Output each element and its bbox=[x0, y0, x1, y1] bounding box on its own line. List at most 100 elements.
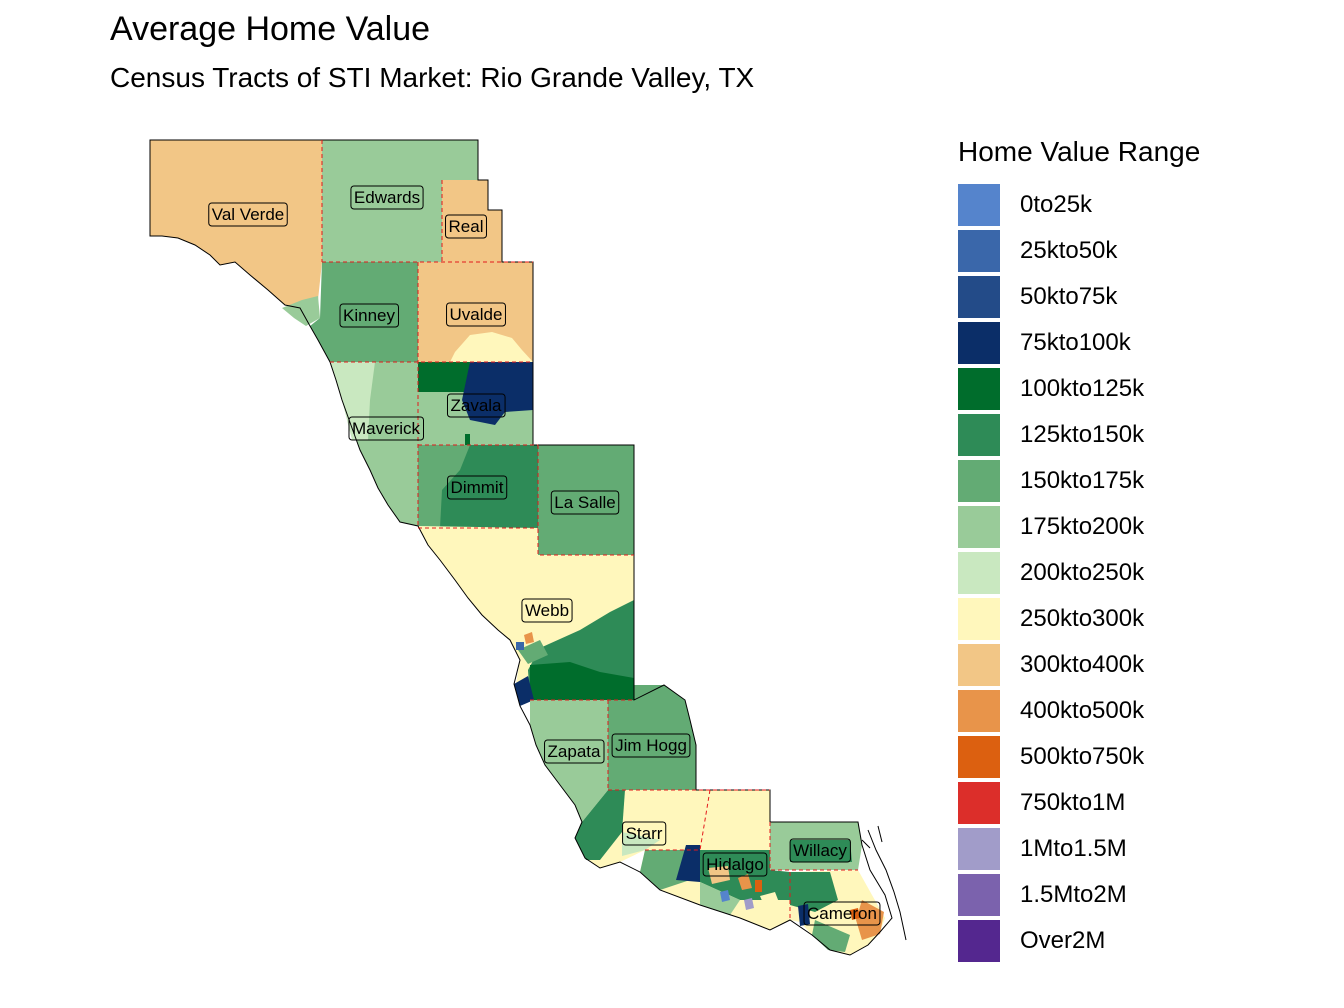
legend-item: 250kto300k bbox=[958, 596, 1200, 642]
legend-swatch bbox=[958, 552, 1000, 594]
county-label-text: Kinney bbox=[343, 306, 395, 325]
tract bbox=[282, 296, 320, 326]
tract bbox=[514, 676, 534, 706]
legend-swatch bbox=[958, 736, 1000, 778]
county-label-text: Willacy bbox=[793, 841, 847, 860]
tract bbox=[518, 640, 548, 664]
county-label-box bbox=[446, 393, 506, 418]
legend-item: 750kto1M bbox=[958, 780, 1200, 826]
county-label-text: Hidalgo bbox=[706, 855, 764, 874]
county-val-verde bbox=[150, 140, 322, 308]
legend-label: 750kto1M bbox=[1020, 789, 1126, 816]
legend-swatch bbox=[958, 690, 1000, 732]
county-label-zapata: Zapata bbox=[544, 739, 605, 764]
county-label-hidalgo: Hidalgo bbox=[702, 852, 768, 877]
legend-swatch bbox=[958, 276, 1000, 318]
county-label-text: Jim Hogg bbox=[615, 736, 687, 755]
legend-label: 150kto175k bbox=[1020, 467, 1145, 494]
county-label-webb: Webb bbox=[521, 598, 573, 623]
legend-label: 300kto400k bbox=[1020, 651, 1145, 678]
county-zapata bbox=[530, 700, 608, 822]
legend-label: 0to25k bbox=[1020, 191, 1093, 218]
legend-swatch bbox=[958, 322, 1000, 364]
legend-label: 75kto100k bbox=[1020, 329, 1131, 356]
legend-item: 50kto75k bbox=[958, 274, 1200, 320]
county-label-maverick: Maverick bbox=[348, 416, 425, 441]
legend-item: 200kto250k bbox=[958, 550, 1200, 596]
county-label-box bbox=[447, 475, 508, 500]
legend-label: 250kto300k bbox=[1020, 605, 1145, 632]
tract bbox=[330, 362, 375, 440]
county-label-text: Uvalde bbox=[450, 305, 503, 324]
county-label-edwards: Edwards bbox=[350, 185, 424, 210]
county-label-box bbox=[550, 490, 620, 515]
county-label-text: Zavala bbox=[450, 396, 502, 415]
county-edwards bbox=[322, 140, 478, 262]
tract bbox=[760, 892, 780, 910]
county-label-box bbox=[445, 214, 487, 239]
county-label-box bbox=[789, 838, 851, 863]
legend-label: 100kto125k bbox=[1020, 375, 1145, 402]
county-label-text: Maverick bbox=[352, 419, 421, 438]
county-la-salle bbox=[538, 445, 634, 555]
legend-item: 1.5Mto2M bbox=[958, 872, 1200, 918]
county-kinney bbox=[310, 262, 418, 362]
county-jim-hogg bbox=[608, 685, 696, 790]
legend: Home Value Range 0to25k 25kto50k 50kto75k 7… bbox=[958, 136, 1200, 964]
tract bbox=[738, 874, 752, 890]
tract bbox=[744, 898, 754, 910]
legend-swatch bbox=[958, 184, 1000, 226]
legend-item: 150kto175k bbox=[958, 458, 1200, 504]
county-label-kinney: Kinney bbox=[339, 303, 399, 328]
legend-item: 400kto500k bbox=[958, 688, 1200, 734]
county-label-starr: Starr bbox=[622, 821, 667, 846]
county-label-box bbox=[521, 598, 573, 623]
tract bbox=[622, 832, 660, 856]
county-label-text: Webb bbox=[525, 601, 569, 620]
tract bbox=[856, 900, 884, 940]
legend-label: 400kto500k bbox=[1020, 697, 1145, 724]
legend-label: 1.5Mto2M bbox=[1020, 881, 1127, 908]
legend-item: 1Mto1.5M bbox=[958, 826, 1200, 872]
county-label-text: Zapata bbox=[548, 742, 601, 761]
legend-label: 1Mto1.5M bbox=[1020, 835, 1127, 862]
legend-item: 75kto100k bbox=[958, 320, 1200, 366]
county-label-jim-hogg: Jim Hogg bbox=[611, 733, 691, 758]
legend-label: 125kto150k bbox=[1020, 421, 1145, 448]
legend-swatch bbox=[958, 874, 1000, 916]
county-label-text: La Salle bbox=[554, 493, 615, 512]
county-boundaries bbox=[321, 140, 858, 920]
legend-label: Over2M bbox=[1020, 927, 1106, 954]
county-label-zavala: Zavala bbox=[446, 393, 506, 418]
map-title: Average Home Value bbox=[110, 10, 431, 48]
legend-item: Over2M bbox=[958, 918, 1200, 964]
legend-swatch bbox=[958, 460, 1000, 502]
county-label-cameron: Cameron bbox=[803, 901, 881, 926]
legend-swatch bbox=[958, 644, 1000, 686]
county-label-text: Edwards bbox=[354, 188, 420, 207]
legend-label: 25kto50k bbox=[1020, 237, 1118, 264]
county-label-box bbox=[446, 302, 506, 327]
legend-title: Home Value Range bbox=[958, 136, 1201, 167]
county-label-box bbox=[339, 303, 399, 328]
county-label-box bbox=[702, 852, 768, 877]
study-area-outline bbox=[149, 139, 893, 956]
county-label-text: Cameron bbox=[807, 904, 877, 923]
legend-swatch bbox=[958, 598, 1000, 640]
tract bbox=[700, 850, 790, 900]
county-label-la-salle: La Salle bbox=[550, 490, 620, 515]
legend-swatch bbox=[958, 828, 1000, 870]
tract bbox=[812, 920, 850, 952]
legend-swatch bbox=[958, 782, 1000, 824]
tract bbox=[708, 866, 730, 884]
tract bbox=[516, 642, 524, 650]
county-label-willacy: Willacy bbox=[789, 838, 851, 863]
county-label-text: Real bbox=[449, 217, 484, 236]
county-label-real: Real bbox=[445, 214, 487, 239]
county-label-box bbox=[348, 416, 425, 441]
county-label-box bbox=[208, 202, 288, 227]
legend-swatch bbox=[958, 506, 1000, 548]
tract bbox=[720, 890, 730, 902]
legend-item: 0to25k bbox=[958, 182, 1200, 228]
